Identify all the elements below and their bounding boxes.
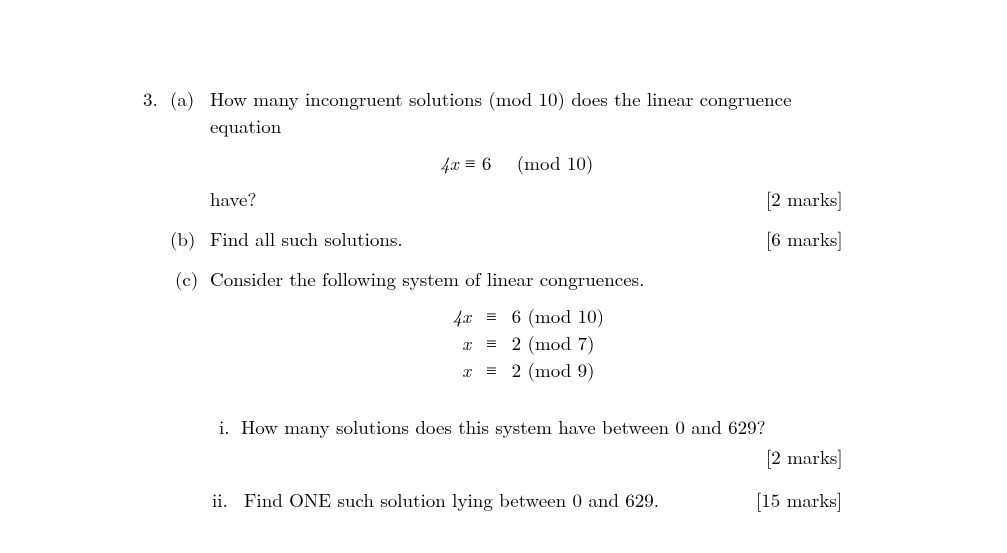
subpart-ii-label: ii. [212,487,228,513]
eq-rhs: 2 [512,356,522,383]
subpart-ii-marks: [15 marks] [756,487,842,513]
part-b-text: Find all such solutions. [210,226,403,252]
part-a-equation: 4x ≡ 6 (mod 10) [440,150,593,176]
question-number: 3. [143,86,158,112]
eq-mod: (mod 9) [528,356,595,383]
eq-rhs: 2 [512,329,522,356]
eq-lhs: 4x [433,303,471,329]
part-c-label: (c) [175,266,198,292]
part-a-marks: [2 marks] [766,186,843,212]
system-row-2: x ≡ 2 (mod 7) [433,330,604,357]
part-b-marks: [6 marks] [766,226,843,252]
eq-mod: (mod 10) [528,302,605,329]
subpart-i-label: i. [219,414,230,440]
eq-lhs: x [433,357,471,383]
eq-rhs: 6 [512,302,522,329]
subpart-i-marks: [2 marks] [766,444,843,470]
system-row-3: x ≡ 2 (mod 9) [433,357,604,384]
eq-mod: (mod 7) [528,329,595,356]
eq-rhs: 6 [482,149,492,176]
eq-lhs: 4x [440,149,459,176]
eq-lhs: x [433,330,471,356]
system-row-1: 4x ≡ 6 (mod 10) [433,303,604,330]
exam-page: { "colors": { "text": "#000000", "backgr… [0,0,1007,553]
eq-rel: ≡ [465,149,476,176]
eq-rel: ≡ [477,303,505,329]
subpart-ii-text: Find ONE such solution lying between 0 a… [244,487,659,513]
subpart-i-text: How many solutions does this system have… [241,414,766,440]
eq-mod: (mod 10) [498,149,594,176]
part-a-label: (a) [170,86,194,112]
part-a-text-line3: have? [210,186,256,212]
part-a-text-line2: equation [210,113,281,139]
part-c-text: Consider the following system of linear … [210,266,644,292]
eq-rel: ≡ [477,330,505,356]
part-b-label: (b) [170,226,195,252]
part-c-system: 4x ≡ 6 (mod 10) x ≡ 2 (mod 7) x ≡ 2 (mod… [433,303,604,384]
part-a-text-line1: How many incongruent solutions (mod 10) … [210,86,792,112]
eq-rel: ≡ [477,357,505,383]
